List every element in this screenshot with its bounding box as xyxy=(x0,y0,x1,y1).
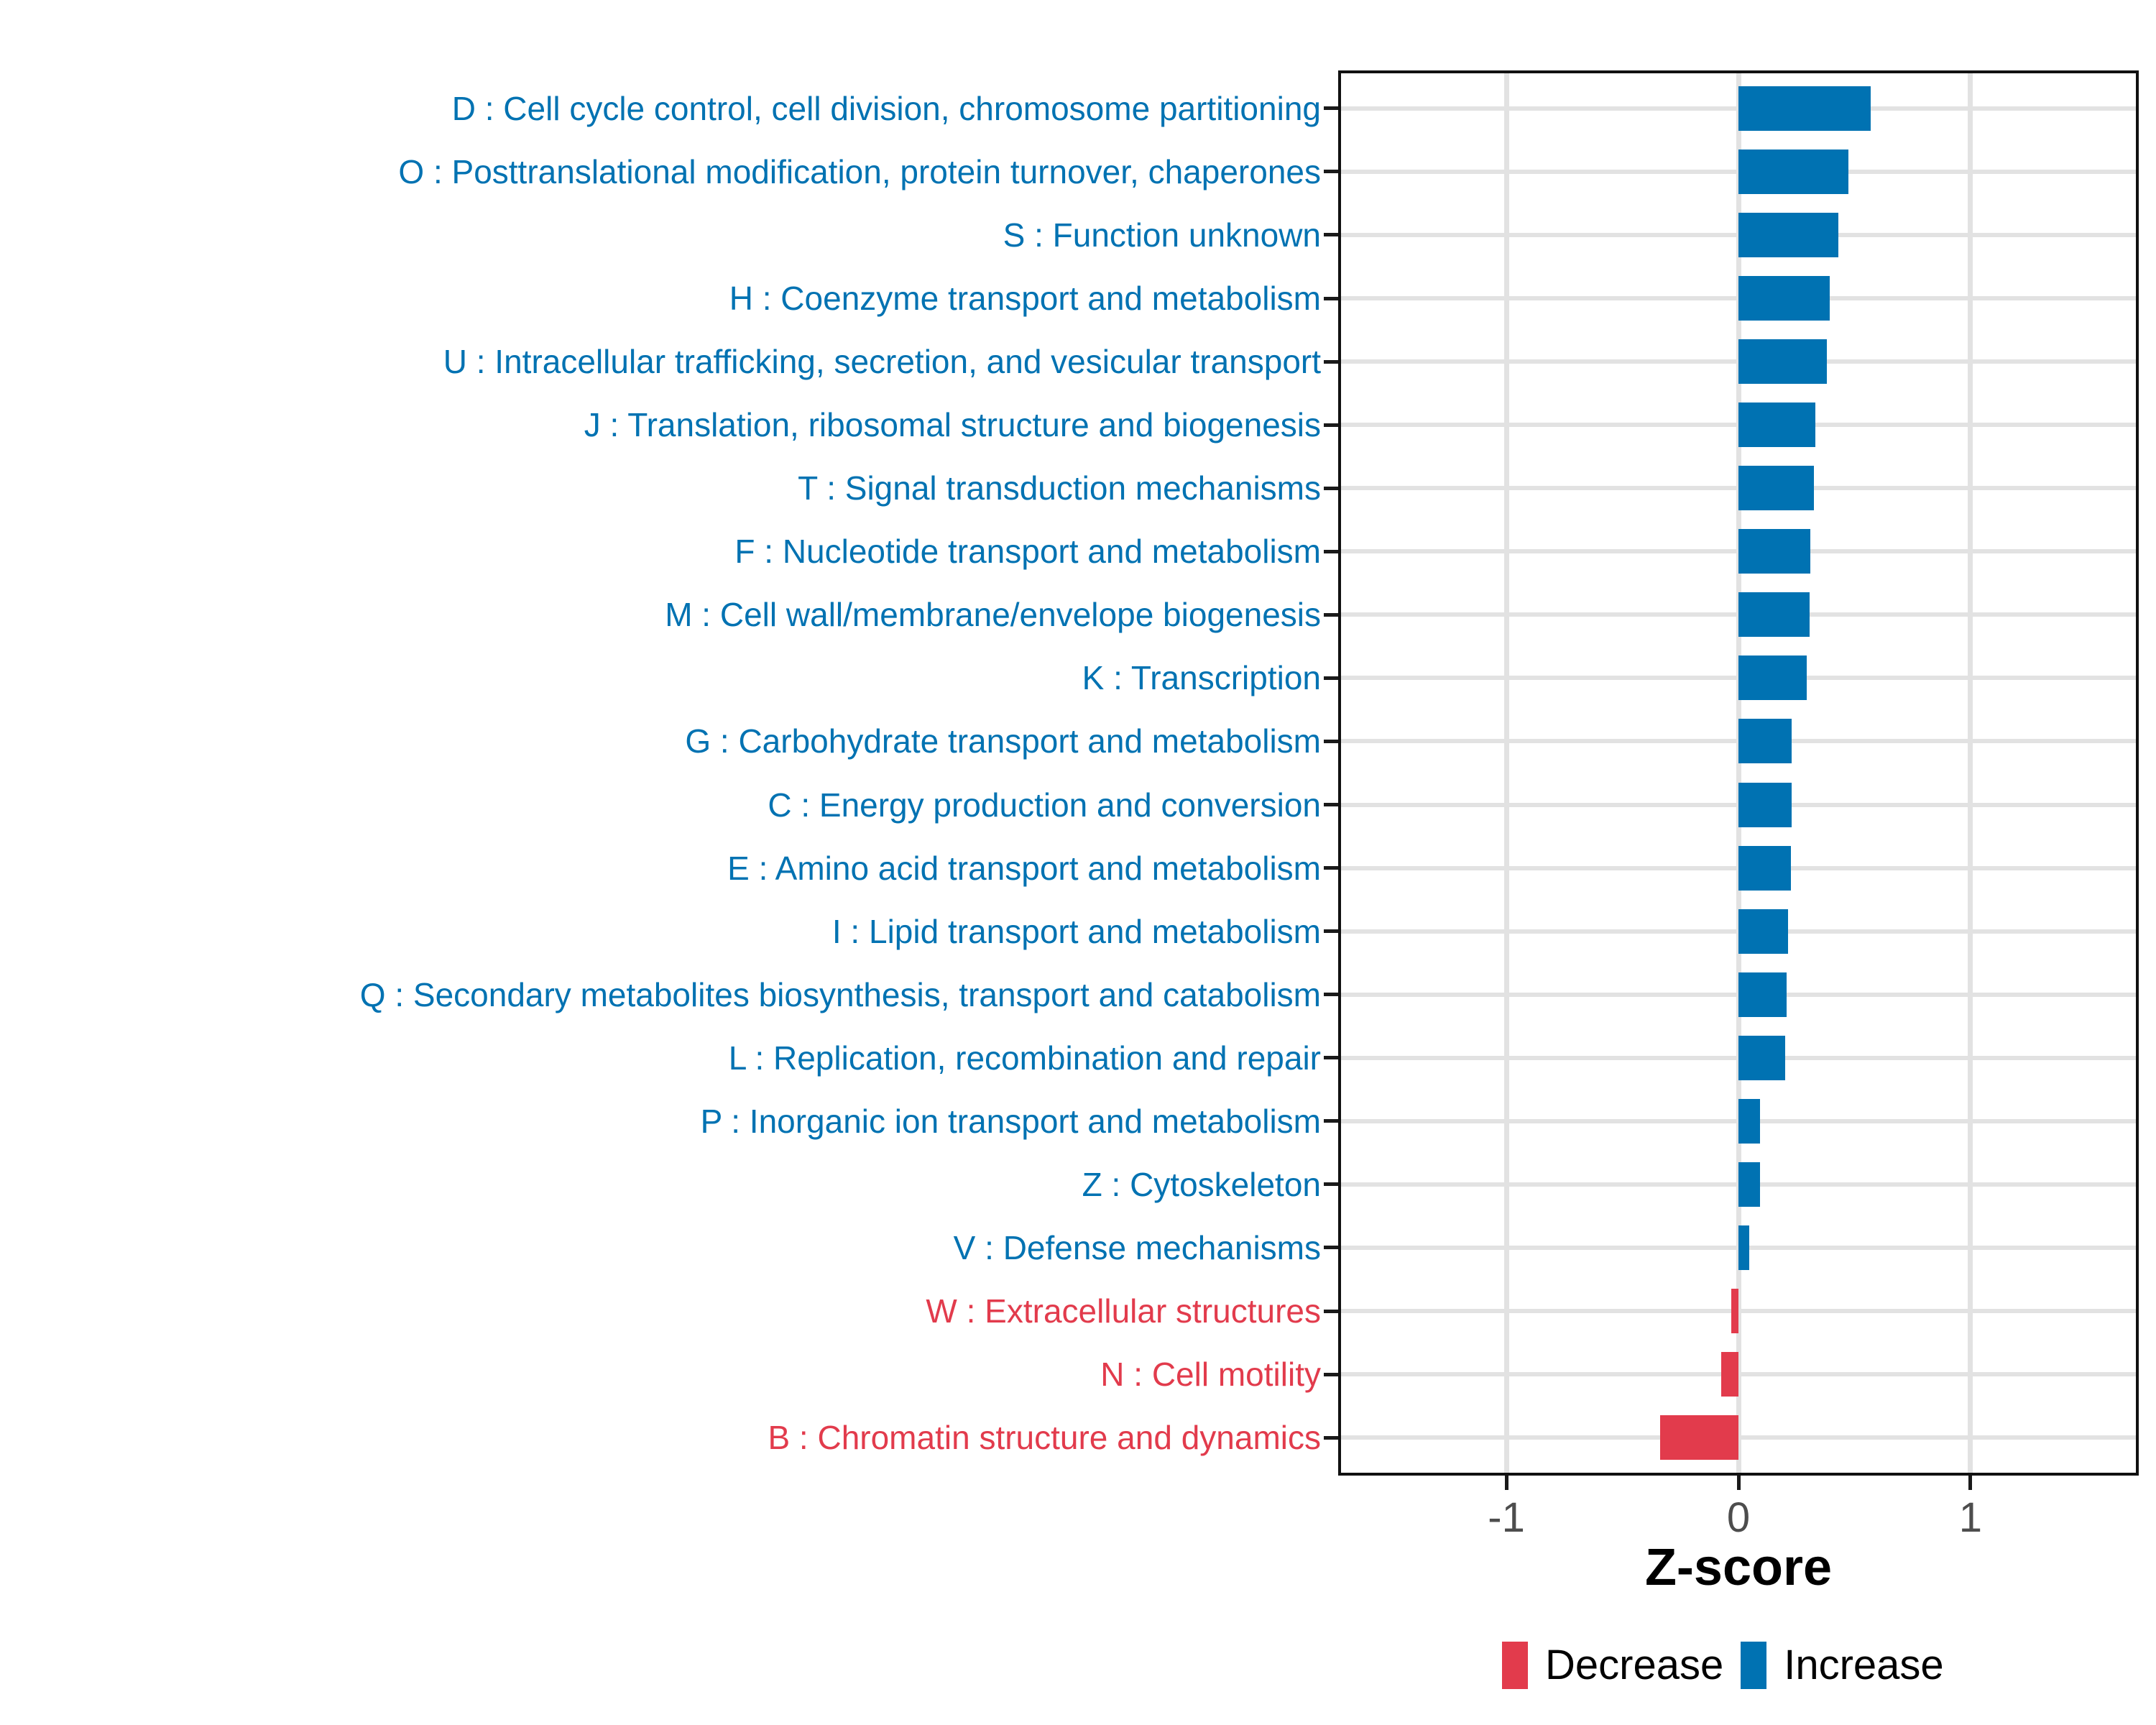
bar-d xyxy=(1738,86,1871,131)
bar-j xyxy=(1738,402,1816,448)
legend-label: Decrease xyxy=(1545,1642,1724,1688)
y-tick-mark xyxy=(1324,803,1338,807)
y-axis-label: V : Defense mechanisms xyxy=(953,1228,1321,1266)
y-tick-mark xyxy=(1324,1372,1338,1376)
y-tick-mark xyxy=(1324,296,1338,300)
y-tick-mark xyxy=(1324,1246,1338,1250)
y-axis-label: W : Extracellular structures xyxy=(926,1292,1321,1330)
legend-item: Increase xyxy=(1741,1640,1944,1690)
y-tick-mark xyxy=(1324,106,1338,111)
x-tick-mark xyxy=(1504,1476,1508,1490)
y-tick-mark xyxy=(1324,1119,1338,1123)
legend: Decrease Increase xyxy=(1502,1640,1944,1690)
y-axis-label: O : Posttranslational modification, prot… xyxy=(398,152,1321,190)
y-axis-label: C : Energy production and conversion xyxy=(768,786,1321,824)
y-axis-label: H : Coenzyme transport and metabolism xyxy=(729,280,1321,318)
x-tick-label: 0 xyxy=(1726,1494,1751,1541)
y-tick-mark xyxy=(1324,866,1338,870)
gridline-vertical xyxy=(1736,70,1741,1476)
bar-b xyxy=(1659,1415,1738,1460)
y-axis-label: L : Replication, recombination and repai… xyxy=(728,1039,1321,1077)
y-tick-mark xyxy=(1324,676,1338,680)
y-axis-label: K : Transcription xyxy=(1082,659,1321,697)
bar-o xyxy=(1738,149,1849,194)
bar-l xyxy=(1738,1035,1786,1080)
bar-g xyxy=(1738,719,1792,764)
y-tick-mark xyxy=(1324,233,1338,237)
bar-z xyxy=(1738,1162,1760,1207)
bar-q xyxy=(1738,972,1787,1017)
y-axis-label: D : Cell cycle control, cell division, c… xyxy=(451,89,1321,127)
bar-i xyxy=(1738,908,1789,954)
y-tick-mark xyxy=(1324,739,1338,743)
y-axis-label: P : Inorganic ion transport and metaboli… xyxy=(700,1102,1321,1140)
x-tick-label: 1 xyxy=(1958,1494,1983,1541)
y-tick-mark xyxy=(1324,423,1338,427)
gridline-vertical xyxy=(1503,70,1509,1476)
y-axis-label: F : Nucleotide transport and metabolism xyxy=(734,533,1321,571)
gridline-vertical xyxy=(1968,70,1973,1476)
bar-c xyxy=(1738,782,1792,827)
bar-k xyxy=(1738,656,1807,701)
y-tick-mark xyxy=(1324,359,1338,364)
bar-t xyxy=(1738,466,1814,511)
bar-v xyxy=(1738,1225,1749,1270)
y-axis-label: U : Intracellular trafficking, secretion… xyxy=(443,343,1321,381)
x-tick-label: -1 xyxy=(1488,1494,1525,1541)
y-axis-label: Q : Secondary metabolites biosynthesis, … xyxy=(359,975,1321,1013)
y-axis-label: B : Chromatin structure and dynamics xyxy=(768,1419,1321,1457)
y-tick-mark xyxy=(1324,549,1338,553)
legend-item: Decrease xyxy=(1502,1640,1723,1690)
y-axis-label: N : Cell motility xyxy=(1100,1356,1321,1394)
plot-panel xyxy=(1338,70,2139,1476)
bar-s xyxy=(1738,212,1839,257)
y-axis-label: T : Signal transduction mechanisms xyxy=(798,469,1321,507)
bar-f xyxy=(1738,529,1811,574)
y-tick-mark xyxy=(1324,170,1338,174)
bar-m xyxy=(1738,592,1810,638)
increase-legend-key xyxy=(1741,1642,1767,1689)
bar-p xyxy=(1738,1098,1761,1144)
bar-e xyxy=(1738,845,1791,891)
x-tick-mark xyxy=(1736,1476,1741,1490)
x-axis-title: Z-score xyxy=(1644,1539,1833,1596)
y-tick-mark xyxy=(1324,1182,1338,1187)
y-tick-mark xyxy=(1324,486,1338,490)
y-axis-label: G : Carbohydrate transport and metabolis… xyxy=(685,722,1321,760)
y-tick-mark xyxy=(1324,1056,1338,1060)
y-axis-label: Z : Cytoskeleton xyxy=(1082,1165,1321,1203)
y-tick-mark xyxy=(1324,1435,1338,1440)
y-axis-label: S : Function unknown xyxy=(1003,216,1321,254)
bar-n xyxy=(1721,1352,1738,1397)
y-axis-label: I : Lipid transport and metabolism xyxy=(831,912,1321,950)
bar-u xyxy=(1738,339,1828,385)
y-tick-mark xyxy=(1324,612,1338,617)
y-tick-mark xyxy=(1324,929,1338,934)
bar-h xyxy=(1738,276,1830,321)
y-axis-label: J : Translation, ribosomal structure and… xyxy=(584,406,1321,444)
y-axis-label: M : Cell wall/membrane/envelope biogenes… xyxy=(665,596,1321,634)
decrease-legend-key xyxy=(1502,1642,1528,1689)
y-tick-mark xyxy=(1324,1309,1338,1313)
y-tick-mark xyxy=(1324,993,1338,997)
legend-label: Increase xyxy=(1784,1642,1944,1688)
bar-w xyxy=(1731,1289,1738,1334)
y-axis-label: E : Amino acid transport and metabolism xyxy=(727,849,1321,887)
x-tick-mark xyxy=(1968,1476,1973,1490)
